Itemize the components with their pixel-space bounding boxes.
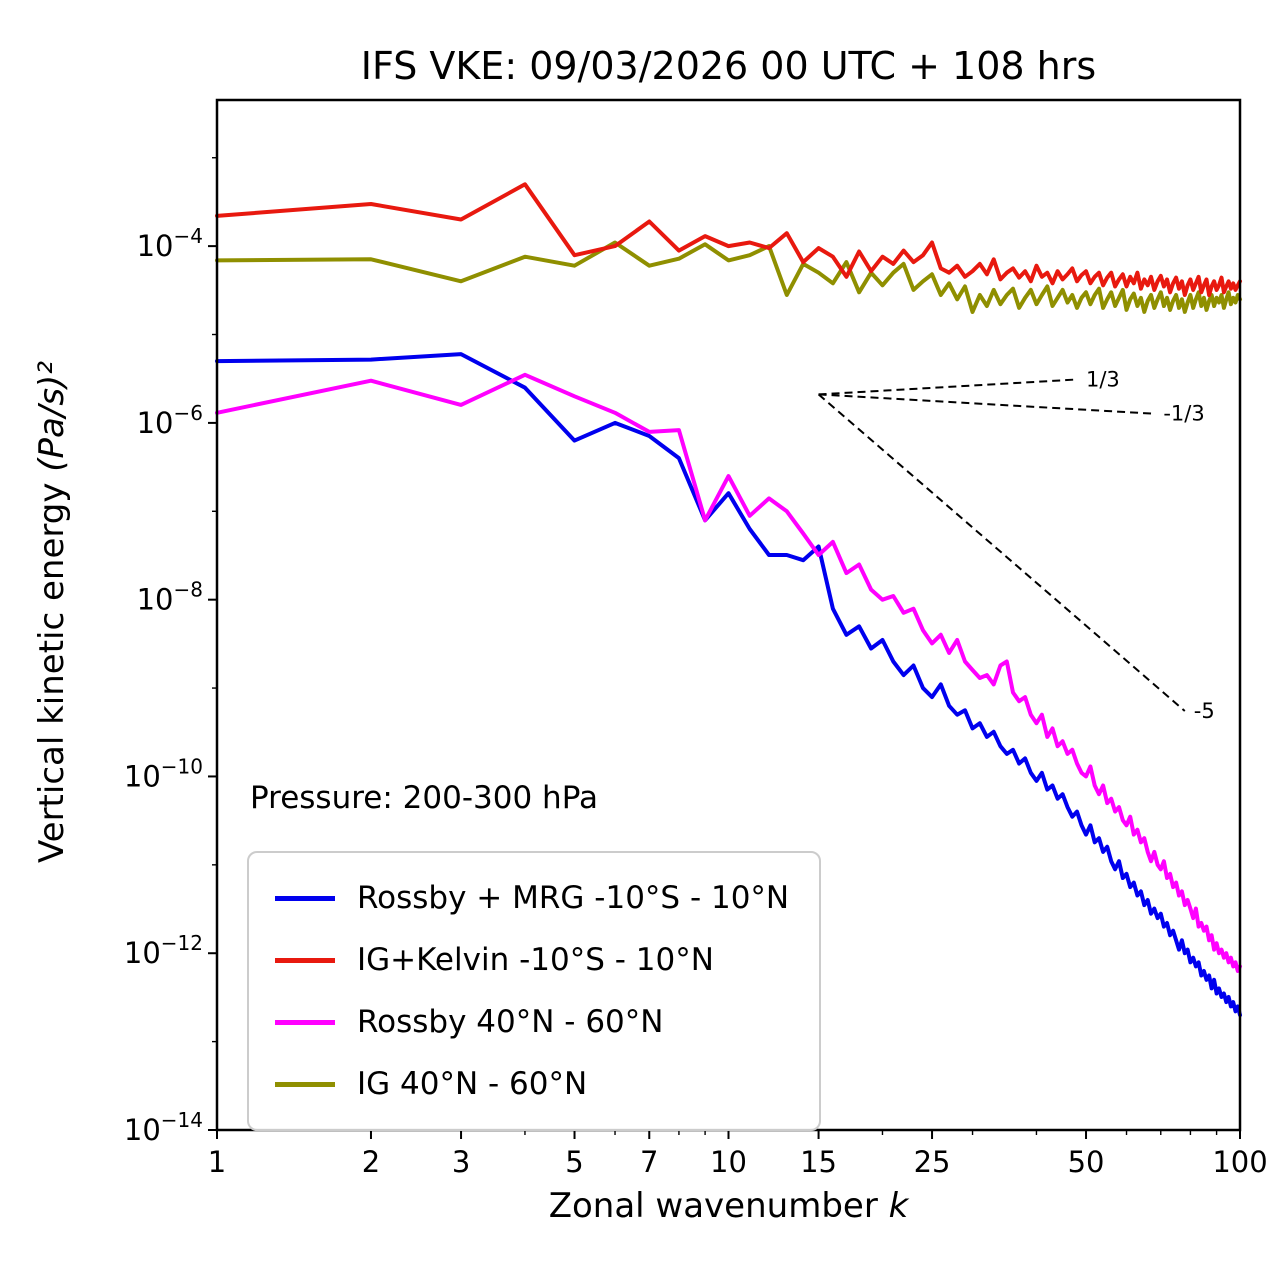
x-tick-label: 50 <box>1068 1145 1105 1179</box>
legend-item-rossby-mrg-tropics: Rossby + MRG -10°S - 10°N <box>275 867 789 929</box>
y-axis-label-units: (Pa/s)² <box>32 361 72 472</box>
legend-item-ig-kelvin-tropics: IG+Kelvin -10°S - 10°N <box>275 929 789 991</box>
reference-slope-label: 1/3 <box>1086 367 1120 391</box>
legend-swatch-ig-kelvin-tropics <box>275 957 335 963</box>
legend-swatch-rossby-mrg-tropics <box>275 895 335 901</box>
x-axis-label: Zonal wavenumber k <box>217 1186 1240 1226</box>
legend-label: IG+Kelvin -10°S - 10°N <box>357 942 714 978</box>
series-line-3 <box>215 240 1242 314</box>
legend-label: Rossby + MRG -10°S - 10°N <box>357 880 790 916</box>
legend-swatch-rossby-midlat <box>275 1019 335 1025</box>
x-tick-label: 5 <box>565 1145 583 1179</box>
x-tick-label: 1 <box>208 1145 226 1179</box>
x-tick-label: 3 <box>452 1145 470 1179</box>
x-tick-label: 7 <box>640 1145 658 1179</box>
reference-slope-label: -5 <box>1194 699 1215 723</box>
legend-label: IG 40°N - 60°N <box>357 1066 588 1102</box>
y-axis-label-text: Vertical kinetic energy <box>32 471 72 863</box>
x-axis-label-text: Zonal wavenumber <box>548 1186 889 1226</box>
chart-title: IFS VKE: 09/03/2026 00 UTC + 108 hrs <box>360 44 1097 88</box>
reference-slope-line <box>818 378 1078 396</box>
y-tick-label: 10−10 <box>124 754 203 793</box>
x-tick-label: 10 <box>710 1145 747 1179</box>
series-line-0 <box>215 352 1242 1017</box>
y-tick-label: 10−12 <box>124 931 203 970</box>
x-tick-label: 25 <box>914 1145 951 1179</box>
series-line-1 <box>215 182 1242 297</box>
reference-slope-label: -1/3 <box>1163 402 1204 426</box>
legend-label: Rossby 40°N - 60°N <box>357 1004 664 1040</box>
legend-item-rossby-midlat: Rossby 40°N - 60°N <box>275 991 789 1053</box>
y-tick-label: 10−14 <box>124 1108 203 1147</box>
series-line-2 <box>215 372 1242 973</box>
legend-item-ig-midlat: IG 40°N - 60°N <box>275 1053 789 1115</box>
y-tick-label: 10−6 <box>137 401 203 440</box>
legend: Rossby + MRG -10°S - 10°N IG+Kelvin -10°… <box>247 851 822 1131</box>
x-tick-label: 2 <box>362 1145 380 1179</box>
x-tick-label: 100 <box>1212 1145 1267 1179</box>
y-tick-label: 10−8 <box>137 578 203 617</box>
pressure-annotation: Pressure: 200-300 hPa <box>250 780 598 816</box>
reference-slope-line <box>818 393 1155 415</box>
legend-swatch-ig-midlat <box>275 1081 335 1087</box>
reference-slope-line <box>817 393 1186 712</box>
x-tick-label: 15 <box>800 1145 837 1179</box>
x-axis-label-variable: k <box>888 1186 909 1226</box>
y-tick-label: 10−4 <box>137 224 203 263</box>
